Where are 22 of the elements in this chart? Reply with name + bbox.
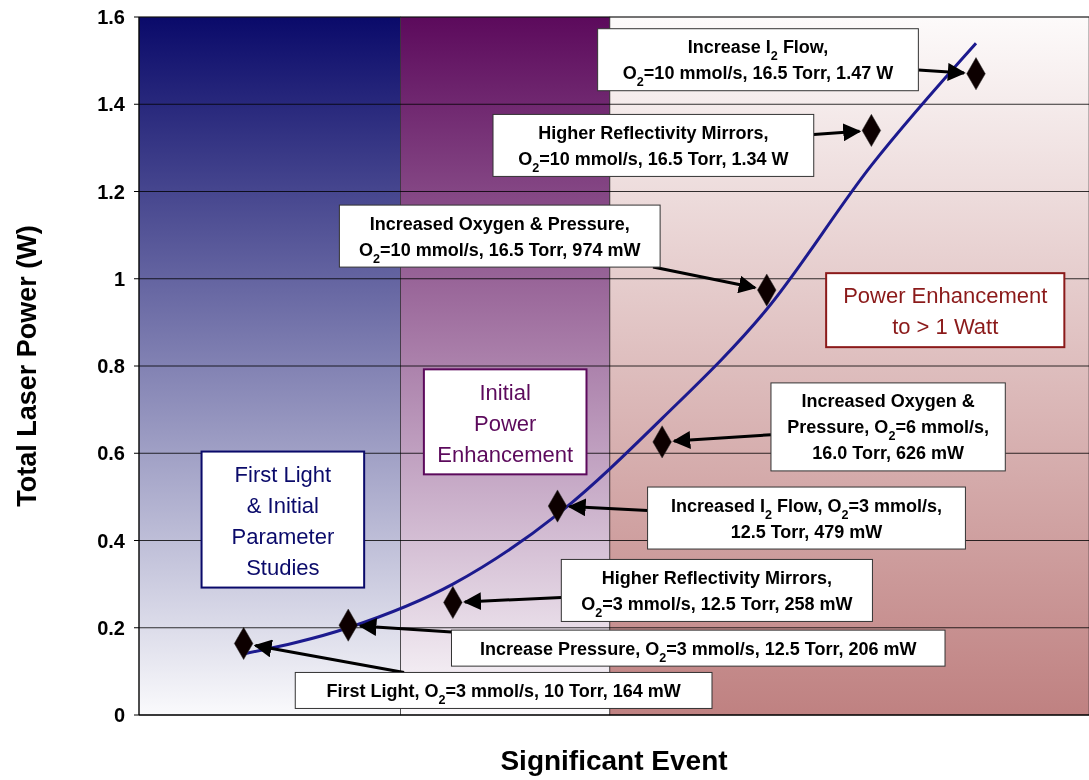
- annotation: Power Enhancement to > 1 Watt: [843, 283, 1048, 340]
- annotation: Initial Power Enhancement: [437, 379, 574, 467]
- y-tick-label: 1.2: [97, 180, 125, 203]
- text: Increase I$_{2}$ Flow, O$_{2}$=10 mmol/s, 16.5 Torr, 1.47 W: [622, 37, 894, 90]
- y-tick-label: 1.4: [97, 93, 126, 116]
- x-axis-title: Significant Event: [500, 745, 728, 776]
- y-tick-label: 1.6: [97, 6, 125, 28]
- annotation: First Light & Initial Parameter Studies: [231, 461, 335, 580]
- annotation: First Light, O$_{2}$=3 mmol/s, 10 Torr, 164 mW: [326, 680, 681, 707]
- y-tick-label: 0.6: [97, 442, 125, 465]
- annotation: Increased Oxygen & Pressure, O$_{2}$=10 mmol/s, 16.5 Torr, 974 mW: [359, 213, 641, 266]
- annotation: Increase Pressure, O$_{2}$=3 mmol/s, 12.5 Torr, 206 mW: [480, 638, 917, 665]
- y-tick-label: 0.8: [97, 355, 125, 377]
- y-tick-label: 0: [113, 704, 125, 726]
- y-tick-label: 0.4: [97, 529, 126, 552]
- annotation: Increased I$_{2}$ Flow, O$_{2}$=3 mmol/s, 12.5 Torr, 479 mW: [671, 495, 942, 542]
- annotation: Higher Reflectivity Mirrors, O$_{2}$=3 mmol/s, 12.5 Torr, 258 mW: [581, 567, 853, 620]
- annotation: Higher Reflectivity Mirrors, O$_{2}$=10 mmol/s, 16.5 Torr, 1.34 W: [518, 122, 789, 175]
- y-axis-title: Total Laser Power (W): [12, 225, 42, 507]
- y-tick-label: 1: [113, 267, 125, 290]
- annotation: Increased Oxygen & Pressure, O$_{2}$=6 mmol/s, 16.0 Torr, 626 mW: [787, 391, 989, 464]
- y-tick-label: 0.2: [97, 616, 125, 639]
